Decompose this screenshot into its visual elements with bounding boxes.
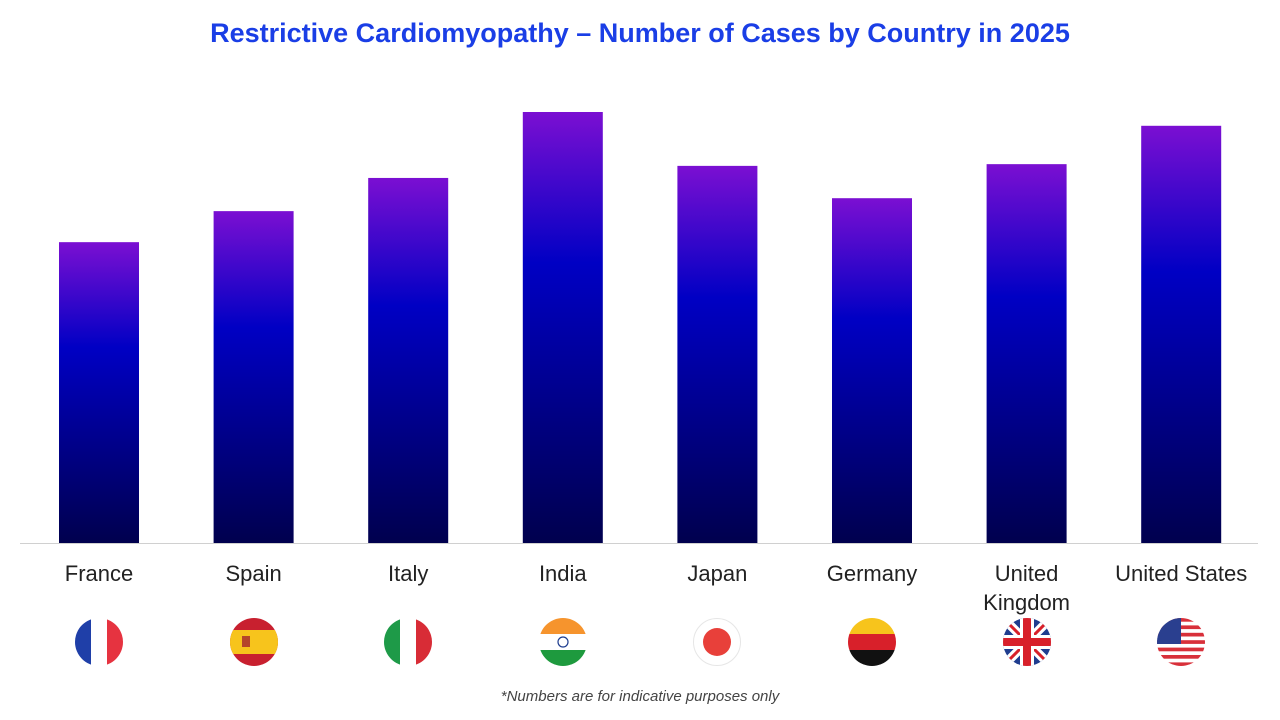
chart-title: Restrictive Cardiomyopathy – Number of C… xyxy=(210,18,1070,48)
x-tick-label: Germany xyxy=(826,561,918,586)
bar-united-kingdom xyxy=(986,164,1067,543)
germany-flag-icon xyxy=(848,618,896,666)
x-tick-label: Spain xyxy=(225,561,282,586)
bar-spain xyxy=(213,211,294,543)
japan-flag-icon xyxy=(693,618,742,666)
spain-flag-icon xyxy=(229,618,278,666)
bar-germany xyxy=(832,198,912,543)
bar-france xyxy=(59,242,139,544)
india-flag-icon xyxy=(538,618,587,666)
italy-flag-icon xyxy=(384,618,433,666)
usa-flag-icon xyxy=(1157,618,1206,666)
bar-united-states xyxy=(1141,125,1222,544)
x-tick-label: Italy xyxy=(388,561,429,586)
x-tick-label: United Kingdom xyxy=(983,561,1071,615)
footnote: *Numbers are for indicative purposes onl… xyxy=(500,688,780,705)
x-tick-label: United States xyxy=(1115,561,1248,586)
france-flag-icon xyxy=(75,618,123,666)
x-tick-label: Japan xyxy=(687,561,748,586)
bar-india xyxy=(522,112,603,543)
x-tick-label: India xyxy=(538,561,587,586)
uk-flag-icon xyxy=(1002,618,1051,666)
x-tick-label: France xyxy=(64,561,134,586)
bar-japan xyxy=(677,165,758,543)
bar-italy xyxy=(368,177,449,543)
